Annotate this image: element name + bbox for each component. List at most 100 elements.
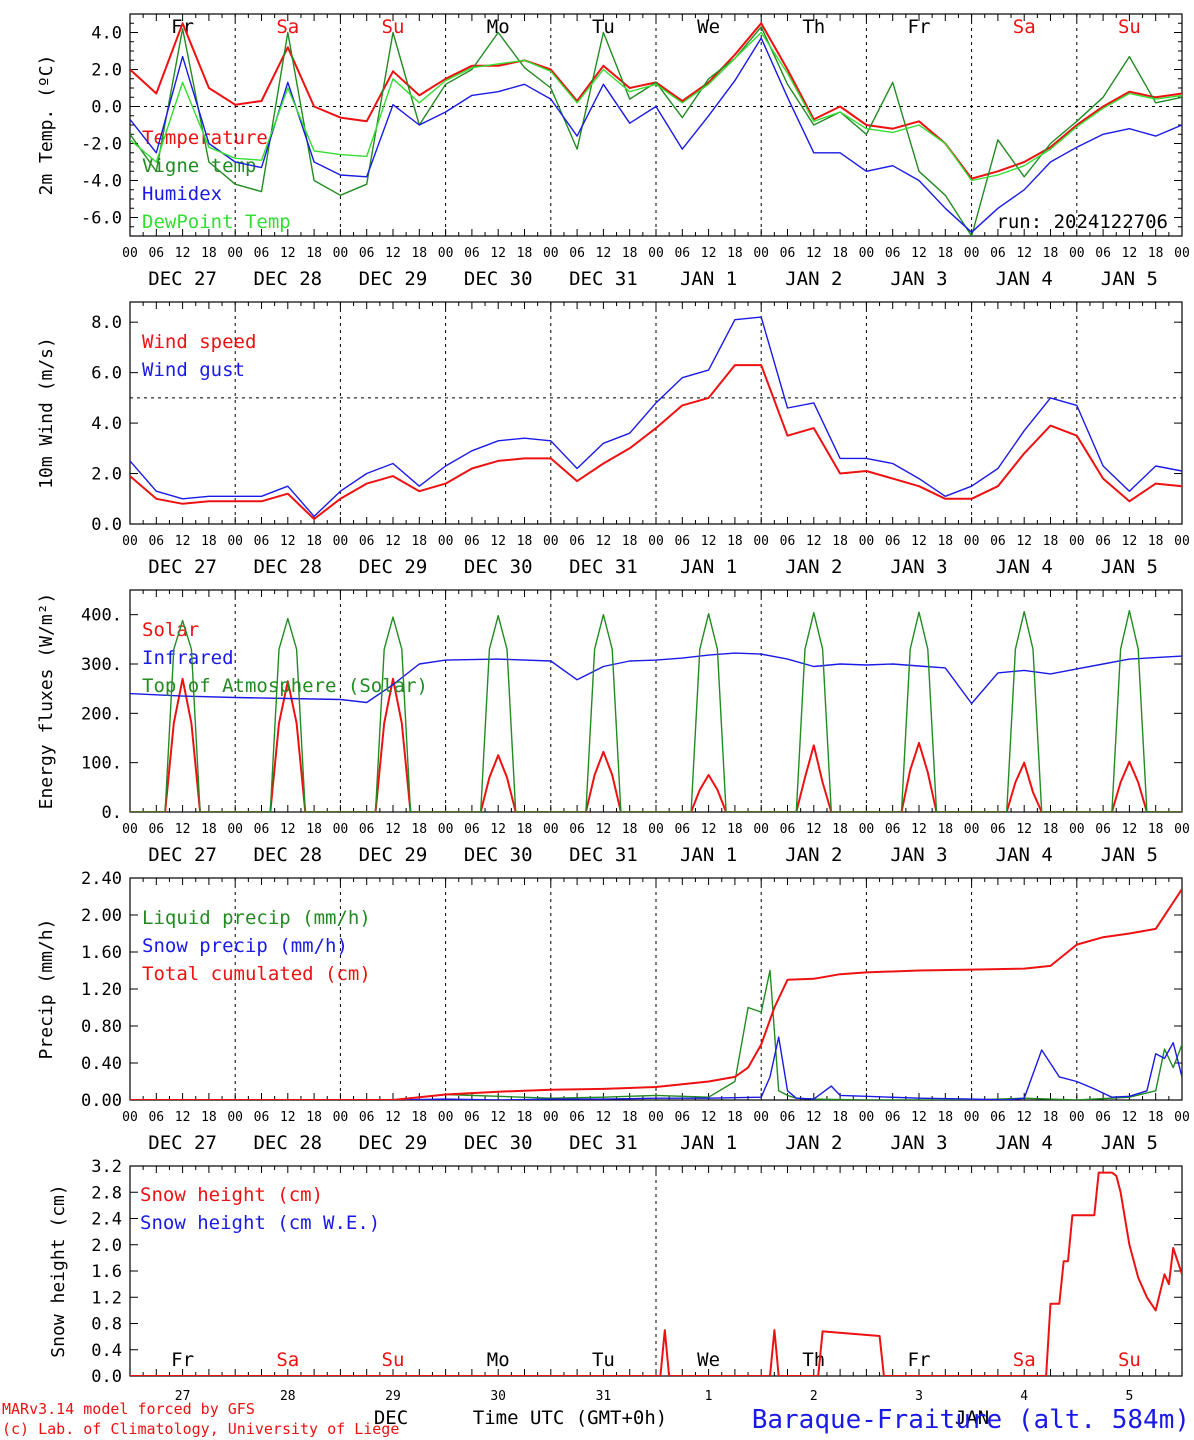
hour-tick-label: 12 — [385, 822, 401, 837]
hour-tick-label: 12 — [280, 822, 296, 837]
y-tick-label: 8.0 — [91, 313, 122, 333]
hour-tick-label: 00 — [648, 534, 664, 549]
series-line-snow-height-cm — [130, 1171, 1182, 1376]
day-label: JAN 1 — [680, 844, 737, 866]
hour-tick-label: 18 — [727, 1110, 743, 1125]
hour-tick-label: 12 — [911, 1110, 927, 1125]
legend-entry: Liquid precip (mm/h) — [142, 907, 371, 929]
day-label: JAN 2 — [785, 844, 842, 866]
weekday-label: Tu — [592, 1349, 615, 1371]
y-tick-label: 2.0 — [91, 1236, 122, 1256]
hour-tick-label: 18 — [306, 1110, 322, 1125]
hour-tick-label: 18 — [411, 534, 427, 549]
hour-tick-label: 12 — [175, 246, 191, 261]
day-number: 4 — [1020, 1389, 1028, 1404]
day-label: JAN 4 — [996, 1132, 1053, 1154]
hour-tick-label: 00 — [122, 534, 138, 549]
day-label: DEC 27 — [148, 268, 217, 290]
hour-tick-label: 12 — [1016, 246, 1032, 261]
hour-tick-label: 06 — [674, 246, 690, 261]
hour-tick-label: 12 — [911, 534, 927, 549]
hour-tick-label: 00 — [964, 1110, 980, 1125]
day-number: 28 — [280, 1389, 296, 1404]
weekday-label: Mo — [487, 16, 510, 38]
hour-tick-label: 06 — [674, 534, 690, 549]
hour-tick-label: 00 — [753, 246, 769, 261]
day-label: JAN 5 — [1101, 556, 1158, 578]
y-tick-label: -2.0 — [81, 135, 122, 155]
hour-tick-label: 06 — [148, 822, 164, 837]
hour-tick-label: 18 — [1148, 246, 1164, 261]
y-axis-title: Energy fluxes (W/m²) — [36, 593, 57, 810]
hour-tick-label: 00 — [438, 246, 454, 261]
hour-tick-label: 06 — [1095, 246, 1111, 261]
hour-tick-label: 00 — [1069, 246, 1085, 261]
y-tick-label: 0. — [102, 803, 122, 823]
hour-tick-label: 00 — [122, 246, 138, 261]
legend-entry: Humidex — [142, 183, 222, 205]
hour-tick-label: 18 — [306, 246, 322, 261]
hour-tick-label: 12 — [1016, 1110, 1032, 1125]
hour-tick-label: 06 — [148, 1110, 164, 1125]
hour-tick-label: 00 — [1174, 1110, 1190, 1125]
x-axis-title: Time UTC (GMT+0h) — [473, 1407, 667, 1429]
day-label: DEC 31 — [569, 844, 638, 866]
hour-tick-label: 18 — [1043, 246, 1059, 261]
weekday-label: We — [697, 16, 720, 38]
y-axis-title: 10m Wind (m/s) — [36, 337, 57, 489]
hour-tick-label: 06 — [569, 822, 585, 837]
hour-tick-label: 06 — [1095, 822, 1111, 837]
day-label: DEC 27 — [148, 556, 217, 578]
day-label: JAN 5 — [1101, 1132, 1158, 1154]
day-number: 30 — [490, 1389, 506, 1404]
hour-tick-label: 12 — [175, 534, 191, 549]
hour-tick-label: 12 — [806, 534, 822, 549]
plot-frame — [129, 589, 1183, 813]
hour-tick-label: 18 — [1148, 534, 1164, 549]
series-line-wind-speed — [130, 364, 1182, 520]
y-tick-label: 0.4 — [91, 1341, 122, 1361]
hour-tick-label: 00 — [648, 246, 664, 261]
weekday-label: Su — [1118, 1349, 1141, 1371]
lab-credit: (c) Lab. of Climatology, University of L… — [2, 1420, 399, 1438]
hour-tick-label: 18 — [306, 534, 322, 549]
panel-4: 2.40 2.00 1.60 1.20 0.80 0.40 0.00 Precip (mm/h… — [36, 869, 1190, 1154]
y-tick-label: 3.2 — [91, 1157, 122, 1177]
y-tick-label: 400. — [81, 606, 122, 626]
hour-tick-label: 06 — [464, 822, 480, 837]
hour-tick-label: 12 — [701, 246, 717, 261]
day-label: JAN 3 — [890, 556, 947, 578]
hour-tick-label: 06 — [569, 246, 585, 261]
day-label: JAN 3 — [890, 268, 947, 290]
hour-tick-label: 06 — [1095, 534, 1111, 549]
hour-tick-label: 00 — [227, 822, 243, 837]
hour-tick-label: 12 — [385, 1110, 401, 1125]
hour-tick-label: 12 — [701, 1110, 717, 1125]
y-tick-label: 200. — [81, 704, 122, 724]
hour-tick-label: 12 — [490, 1110, 506, 1125]
hour-tick-label: 18 — [832, 1110, 848, 1125]
day-label: DEC 29 — [359, 1132, 428, 1154]
hour-tick-label: 18 — [517, 1110, 533, 1125]
day-label: DEC 31 — [569, 268, 638, 290]
hour-tick-label: 12 — [1122, 534, 1138, 549]
hour-tick-label: 12 — [806, 1110, 822, 1125]
hour-tick-label: 00 — [1069, 822, 1085, 837]
plot-frame — [129, 301, 1183, 525]
day-label: JAN 3 — [890, 844, 947, 866]
station-label: Baraque-Fraiture (alt. 584m) — [752, 1405, 1190, 1435]
legend-entry: Snow height (cm) — [140, 1184, 323, 1206]
hour-tick-label: 12 — [596, 822, 612, 837]
hour-tick-label: 18 — [306, 822, 322, 837]
day-label: JAN 1 — [680, 556, 737, 578]
hour-tick-label: 00 — [648, 1110, 664, 1125]
hour-tick-label: 06 — [464, 1110, 480, 1125]
day-label: JAN 1 — [680, 1132, 737, 1154]
hour-tick-label: 18 — [937, 246, 953, 261]
day-label: JAN 2 — [785, 556, 842, 578]
hour-tick-label: 12 — [911, 822, 927, 837]
hour-tick-label: 06 — [569, 1110, 585, 1125]
hour-tick-label: 06 — [990, 822, 1006, 837]
hour-tick-label: 18 — [937, 822, 953, 837]
hour-tick-label: 00 — [859, 534, 875, 549]
